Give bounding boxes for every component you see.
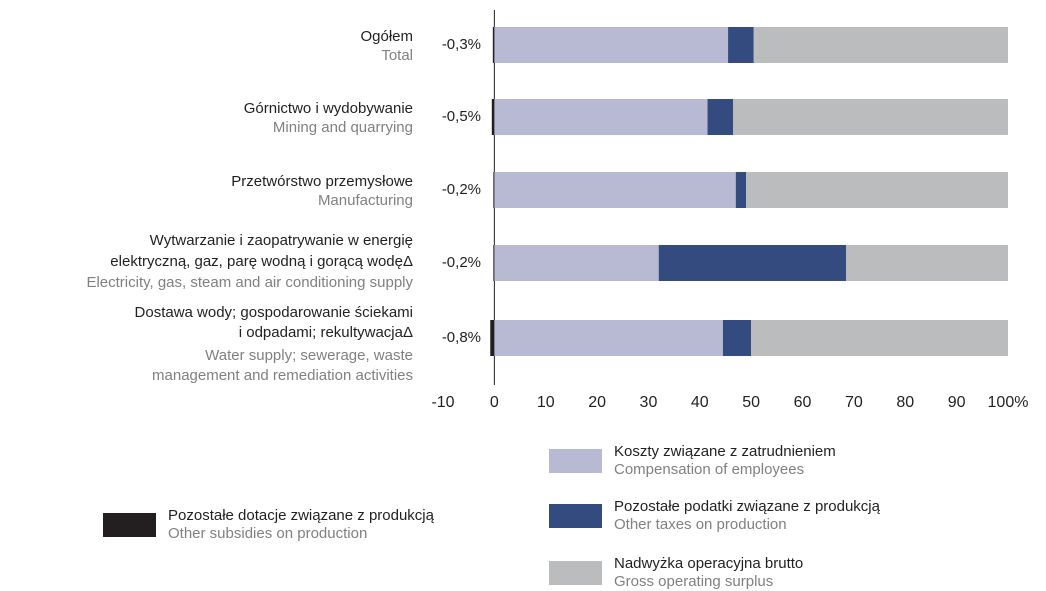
bar-segment [492, 27, 495, 63]
value-label: -0,8% [442, 329, 481, 346]
bar-segment [751, 320, 1008, 356]
bar-segment [658, 245, 847, 281]
x-tick-label: 0 [490, 394, 499, 411]
legend-label: Pozostałe podatki związane z produkcją [614, 498, 881, 515]
legend-label-en: Compensation of employees [614, 461, 804, 478]
legend-swatch [549, 561, 602, 585]
category-label: elektryczną, gaz, parę wodną i gorącą wo… [110, 253, 413, 270]
value-label: -0,2% [442, 254, 481, 271]
x-tick-label: -10 [431, 394, 454, 411]
category-label-en: Mining and quarrying [273, 119, 413, 136]
value-label: -0,5% [442, 108, 481, 125]
bar-segment [493, 172, 495, 208]
legend-label-en: Other taxes on production [614, 516, 787, 533]
category-label: i odpadami; rekultywacjaΔ [239, 324, 413, 341]
category-label-en: Manufacturing [318, 192, 413, 209]
category-label-en: Total [381, 47, 413, 64]
value-label: -0,3% [442, 36, 481, 53]
x-tick-label: 100% [988, 394, 1029, 411]
bar-segment [490, 320, 495, 356]
bar-segment [707, 99, 734, 135]
legend-label: Koszty związane z zatrudnieniem [614, 443, 836, 460]
x-tick-label: 80 [896, 394, 914, 411]
category-label: Dostawa wody; gospodarowanie ściekami [135, 304, 413, 321]
legend-swatch [549, 449, 602, 473]
bar-segment [494, 245, 659, 281]
legend-label: Nadwyżka operacyjna brutto [614, 555, 803, 572]
x-tick-label: 70 [845, 394, 863, 411]
legend-label: Pozostałe dotacje związane z produkcją [168, 507, 435, 524]
legend-label-en: Other subsidies on production [168, 525, 367, 542]
category-label: Górnictwo i wydobywanie [244, 100, 413, 117]
category-label: Wytwarzanie i zaopatrywanie w energię [150, 232, 413, 249]
x-tick-label: 90 [948, 394, 966, 411]
category-label-en: Electricity, gas, steam and air conditio… [86, 274, 413, 291]
bar-segment [491, 99, 495, 135]
x-tick-label: 50 [742, 394, 760, 411]
category-label-en: management and remediation activities [152, 367, 413, 384]
bar-segment [733, 99, 1008, 135]
bar-segment [494, 27, 729, 63]
bar-segment [753, 27, 1008, 63]
legend-swatch [103, 513, 156, 537]
bar-segment [494, 172, 736, 208]
bar-segment [728, 27, 754, 63]
legend-label-en: Gross operating surplus [614, 573, 773, 590]
x-tick-label: 60 [794, 394, 812, 411]
category-label: Ogółem [360, 28, 413, 45]
bar-segment [493, 245, 495, 281]
legend-swatch [549, 504, 602, 528]
bar-segment [494, 99, 708, 135]
bar-segment [494, 320, 723, 356]
bar-segment [846, 245, 1008, 281]
x-tick-label: 10 [537, 394, 555, 411]
x-tick-label: 40 [691, 394, 709, 411]
x-tick-label: 20 [588, 394, 606, 411]
category-label-en: Water supply; sewerage, waste [205, 347, 413, 364]
bar-segment [746, 172, 1008, 208]
bar-segment [735, 172, 747, 208]
category-label: Przetwórstwo przemysłowe [231, 173, 413, 190]
bar-segment [722, 320, 752, 356]
x-tick-label: 30 [640, 394, 658, 411]
value-label: -0,2% [442, 181, 481, 198]
